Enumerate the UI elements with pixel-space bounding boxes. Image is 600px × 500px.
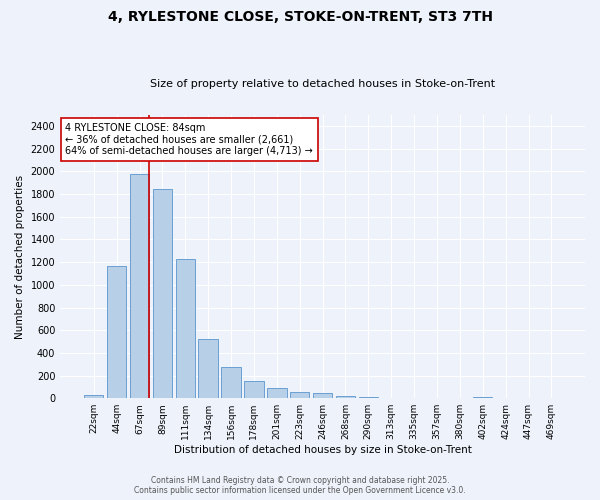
Bar bbox=[199, 338, 218, 398]
Bar bbox=[267, 388, 287, 398]
Bar bbox=[84, 396, 103, 398]
Bar bbox=[152, 189, 172, 398]
Title: Size of property relative to detached houses in Stoke-on-Trent: Size of property relative to detached ho… bbox=[150, 79, 495, 89]
Bar bbox=[336, 396, 355, 398]
Bar bbox=[107, 266, 127, 398]
Bar bbox=[176, 259, 195, 398]
Text: 4, RYLESTONE CLOSE, STOKE-ON-TRENT, ST3 7TH: 4, RYLESTONE CLOSE, STOKE-ON-TRENT, ST3 … bbox=[107, 10, 493, 24]
Text: Contains HM Land Registry data © Crown copyright and database right 2025.
Contai: Contains HM Land Registry data © Crown c… bbox=[134, 476, 466, 495]
Text: 4 RYLESTONE CLOSE: 84sqm
← 36% of detached houses are smaller (2,661)
64% of sem: 4 RYLESTONE CLOSE: 84sqm ← 36% of detach… bbox=[65, 124, 313, 156]
Bar bbox=[244, 380, 263, 398]
Bar bbox=[290, 392, 310, 398]
Bar bbox=[130, 174, 149, 398]
Y-axis label: Number of detached properties: Number of detached properties bbox=[15, 174, 25, 338]
X-axis label: Distribution of detached houses by size in Stoke-on-Trent: Distribution of detached houses by size … bbox=[173, 445, 472, 455]
Bar bbox=[313, 393, 332, 398]
Bar bbox=[221, 367, 241, 398]
Bar bbox=[473, 397, 493, 398]
